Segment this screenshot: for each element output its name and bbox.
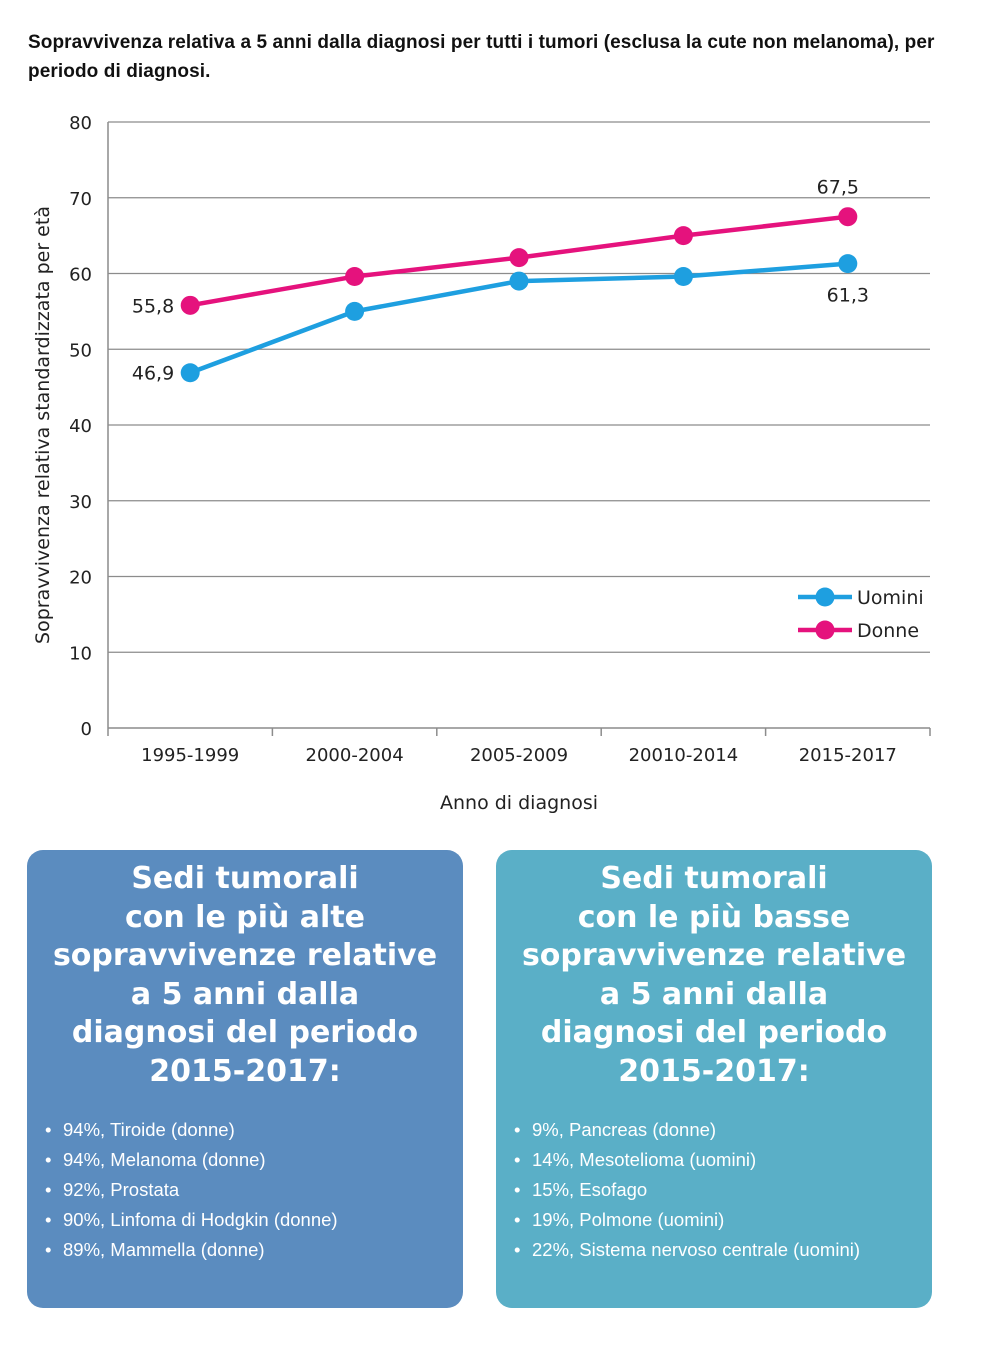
title-line: sopravvivenze relative [52, 938, 438, 973]
y-tick-label: 60 [69, 265, 92, 286]
list-item-text: 94%, Tiroide (donne) [63, 1119, 235, 1140]
title-line: Sedi tumorali [600, 861, 828, 896]
list-item-text: 19%, Polmone (uomini) [532, 1209, 725, 1230]
title-line: sopravvivenze relative [521, 938, 907, 973]
list-item: • 22%, Sistema nervoso centrale (uomini) [514, 1235, 932, 1265]
y-tick-label: 10 [69, 643, 92, 664]
data-point-uomini [180, 363, 200, 383]
y-axis-title: Sopravvivenza relativa standardizzata pe… [32, 206, 54, 644]
legend-marker-uomini [815, 587, 835, 607]
x-tick-label: 2000-2004 [306, 745, 404, 766]
bullet-icon: • [514, 1149, 521, 1170]
chart-title: Sopravvivenza relativa a 5 anni dalla di… [28, 32, 935, 82]
title-line: con le più alte [124, 899, 366, 935]
title-line: diagnosi del periodo [71, 1015, 419, 1050]
list-item: • 94%, Melanoma (donne) [45, 1145, 463, 1175]
bullet-icon: • [45, 1149, 52, 1170]
legend-label: Donne [857, 620, 919, 642]
y-tick-label: 40 [69, 416, 92, 437]
bullet-icon: • [514, 1239, 521, 1260]
data-label: 67,5 [817, 177, 859, 199]
list-item-text: 14%, Mesotelioma (uomini) [532, 1149, 757, 1170]
list-item-text: 22%, Sistema nervoso centrale (uomini) [532, 1239, 861, 1260]
data-point-donne [838, 207, 858, 227]
list-item-text: 90%, Linfoma di Hodgkin (donne) [63, 1209, 338, 1230]
y-tick-label: 20 [69, 568, 92, 589]
legend-marker-donne [815, 620, 835, 640]
bullet-icon: • [45, 1209, 52, 1230]
legend-label: Uomini [857, 587, 924, 609]
title-line: 2015-2017: [618, 1053, 810, 1089]
data-point-donne [509, 248, 529, 268]
bullet-icon: • [514, 1209, 521, 1230]
bullet-icon: • [514, 1119, 521, 1140]
data-label: 61,3 [827, 285, 869, 307]
data-point-donne [345, 267, 365, 287]
bullet-icon: • [45, 1239, 52, 1260]
y-tick-label: 0 [81, 719, 92, 740]
data-point-uomini [509, 271, 529, 291]
data-label: 46,9 [132, 363, 174, 385]
x-tick-label: 1995-1999 [141, 745, 239, 766]
y-tick-label: 70 [69, 189, 92, 210]
y-tick-label: 50 [69, 340, 92, 361]
lowest-survival-box: Sedi tumorali con le più basse sopravviv… [496, 850, 932, 1308]
lowest-survival-list: • 9%, Pancreas (donne) • 14%, Mesotelioma … [496, 1115, 932, 1265]
list-item-text: 92%, Prostata [63, 1179, 180, 1200]
list-item-text: 9%, Pancreas (donne) [532, 1119, 717, 1140]
list-item: • 90%, Linfoma di Hodgkin (donne) [45, 1205, 463, 1235]
title-line: diagnosi del periodo [540, 1015, 888, 1050]
data-point-donne [673, 226, 693, 246]
title-line: a 5 anni dalla [130, 976, 360, 1012]
list-item-text: 15%, Esofago [532, 1179, 648, 1200]
x-axis-title: Anno di diagnosi [440, 792, 598, 814]
list-item: • 19%, Polmone (uomini) [514, 1205, 932, 1235]
y-tick-label: 30 [69, 492, 92, 513]
title-line: Sedi tumorali [131, 861, 359, 896]
list-item: • 15%, Esofago [514, 1175, 932, 1205]
x-tick-label: 2015-2017 [799, 745, 897, 766]
line-chart: 0 10 20 30 40 50 60 70 80 1995-1999 2000-2004 2005-… [32, 113, 931, 814]
list-item: • 9%, Pancreas (donne) [514, 1115, 932, 1145]
highest-survival-list: • 94%, Tiroide (donne) • 94%, Melanoma (do… [27, 1115, 463, 1265]
list-item: • 89%, Mammella (donne) [45, 1235, 463, 1265]
bullet-icon: • [45, 1119, 52, 1140]
highest-survival-title: Sedi tumorali con le più alte sopravvive… [27, 860, 463, 1091]
title-line: a 5 anni dalla [599, 976, 829, 1012]
data-point-donne [180, 295, 200, 315]
bullet-icon: • [514, 1179, 521, 1200]
list-item: • 94%, Tiroide (donne) [45, 1115, 463, 1145]
title-line: 2015-2017: [149, 1053, 341, 1089]
data-point-uomini [345, 301, 365, 321]
list-item-text: 89%, Mammella (donne) [63, 1239, 265, 1260]
list-item: • 14%, Mesotelioma (uomini) [514, 1145, 932, 1175]
lowest-survival-title: Sedi tumorali con le più basse sopravviv… [496, 860, 932, 1091]
bullet-icon: • [45, 1179, 52, 1200]
list-item-text: 94%, Melanoma (donne) [63, 1149, 266, 1170]
x-tick-label: 2005-2009 [470, 745, 568, 766]
data-point-uomini [673, 267, 693, 287]
list-item: • 92%, Prostata [45, 1175, 463, 1205]
highest-survival-box: Sedi tumorali con le più alte sopravvive… [27, 850, 463, 1308]
y-tick-label: 80 [69, 113, 92, 134]
title-line: con le più basse [577, 899, 851, 935]
data-label: 55,8 [132, 295, 174, 317]
data-point-uomini [838, 254, 858, 274]
x-tick-label: 20010-2014 [629, 745, 739, 766]
